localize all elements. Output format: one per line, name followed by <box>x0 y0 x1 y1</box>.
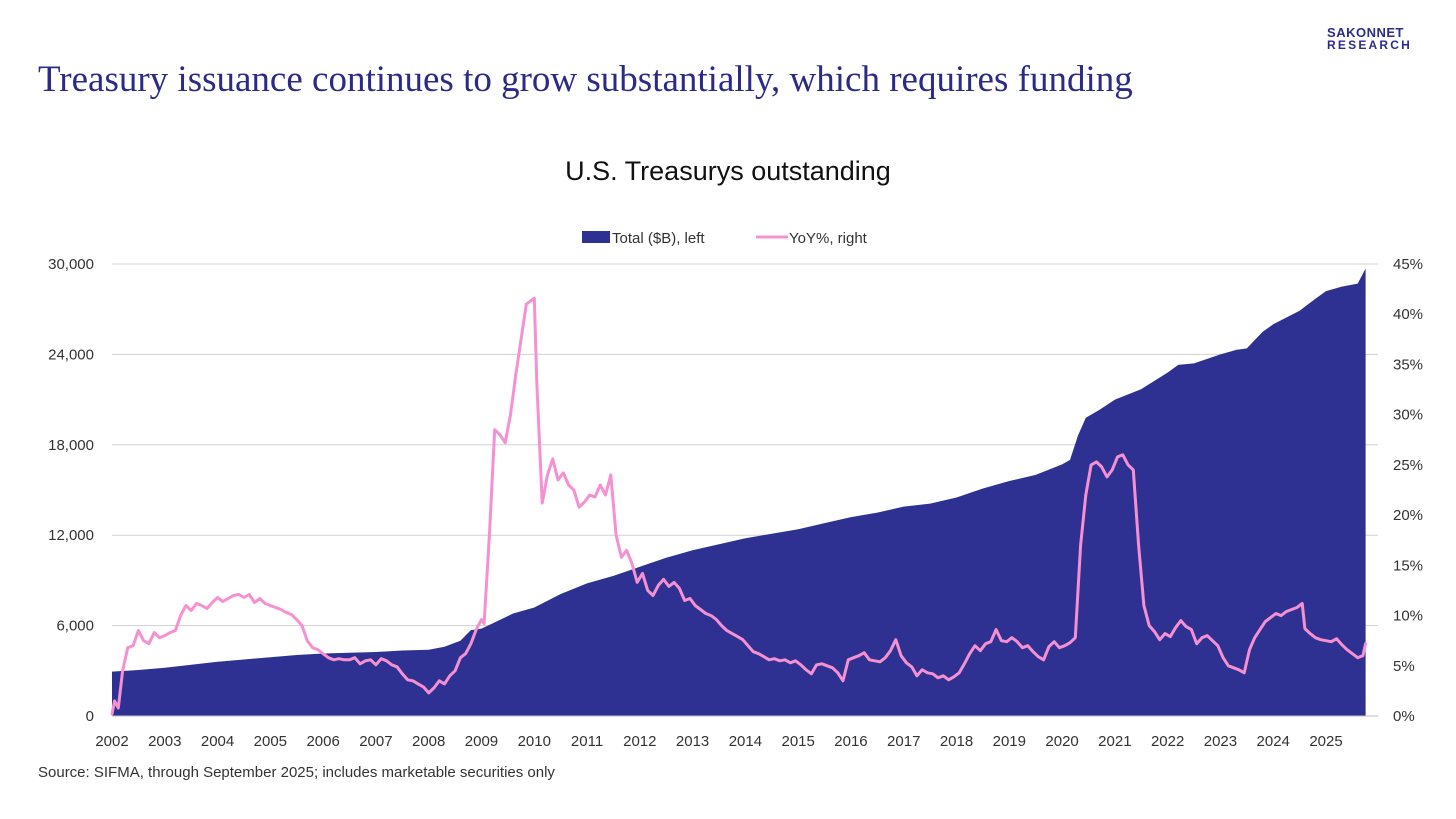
x-tick-label: 2021 <box>1098 733 1131 750</box>
legend: Total ($B), left YoY%, right <box>582 230 868 247</box>
y-right-tick-label: 35% <box>1393 356 1423 373</box>
x-tick-label: 2018 <box>940 733 973 750</box>
x-tick-label: 2013 <box>676 733 709 750</box>
x-tick-label: 2025 <box>1309 733 1342 750</box>
page-headline: Treasury issuance continues to grow subs… <box>38 59 1133 100</box>
y-right-tick-label: 25% <box>1393 457 1423 474</box>
total-area-layer <box>112 268 1366 716</box>
logo-line2: RESEARCH <box>1327 38 1412 52</box>
x-tick-label: 2023 <box>1204 733 1237 750</box>
source-note: Source: SIFMA, through September 2025; i… <box>38 764 555 781</box>
y-left-tick-label: 12,000 <box>48 527 94 544</box>
logo-line1: SAKONNET <box>1327 25 1404 40</box>
x-tick-label: 2003 <box>148 733 181 750</box>
y-right-tick-label: 15% <box>1393 557 1423 574</box>
y-right-tick-label: 45% <box>1393 256 1423 273</box>
yoy-line-series <box>110 296 1368 716</box>
x-tick-label: 2015 <box>781 733 814 750</box>
x-tick-label: 2004 <box>201 733 234 750</box>
x-tick-label: 2008 <box>412 733 445 750</box>
x-tick-label: 2006 <box>306 733 339 750</box>
y-right-tick-label: 0% <box>1393 708 1415 725</box>
y-left-tick-label: 6,000 <box>56 618 94 635</box>
x-tick-label: 2007 <box>359 733 392 750</box>
legend-label-total: Total ($B), left <box>612 230 705 247</box>
yoy-line-layer <box>110 296 1368 716</box>
x-tick-label: 2017 <box>887 733 920 750</box>
x-tick-label: 2009 <box>465 733 498 750</box>
x-tick-label: 2022 <box>1151 733 1184 750</box>
x-tick-label: 2005 <box>254 733 287 750</box>
legend-swatch-total <box>582 231 610 243</box>
y-right-tick-label: 40% <box>1393 306 1423 323</box>
axes: 0 6,000 12,000 18,000 24,000 30,000 0% 5% 10% 15%… <box>48 256 1423 750</box>
y-right-tick-label: 5% <box>1393 658 1415 675</box>
y-right-tick-label: 30% <box>1393 407 1423 424</box>
y-left-tick-label: 18,000 <box>48 437 94 454</box>
x-tick-label: 2012 <box>623 733 656 750</box>
x-tick-label: 2014 <box>729 733 762 750</box>
total-area-series <box>112 268 1366 716</box>
x-tick-label: 2016 <box>834 733 867 750</box>
brand-logo: SAKONNET RESEARCH <box>1327 26 1412 51</box>
x-tick-label: 2011 <box>571 733 603 750</box>
x-tick-label: 2010 <box>518 733 551 750</box>
x-tick-label: 2024 <box>1257 733 1290 750</box>
y-left-tick-label: 0 <box>86 708 94 725</box>
y-right-tick-label: 10% <box>1393 608 1423 625</box>
x-tick-label: 2020 <box>1045 733 1078 750</box>
y-right-tick-label: 20% <box>1393 507 1423 524</box>
y-left-tick-label: 24,000 <box>48 346 94 363</box>
x-tick-label: 2002 <box>95 733 128 750</box>
chart-title: U.S. Treasurys outstanding <box>565 156 891 186</box>
y-left-tick-label: 30,000 <box>48 256 94 273</box>
x-tick-label: 2019 <box>993 733 1026 750</box>
legend-label-yoy: YoY%, right <box>789 230 868 247</box>
